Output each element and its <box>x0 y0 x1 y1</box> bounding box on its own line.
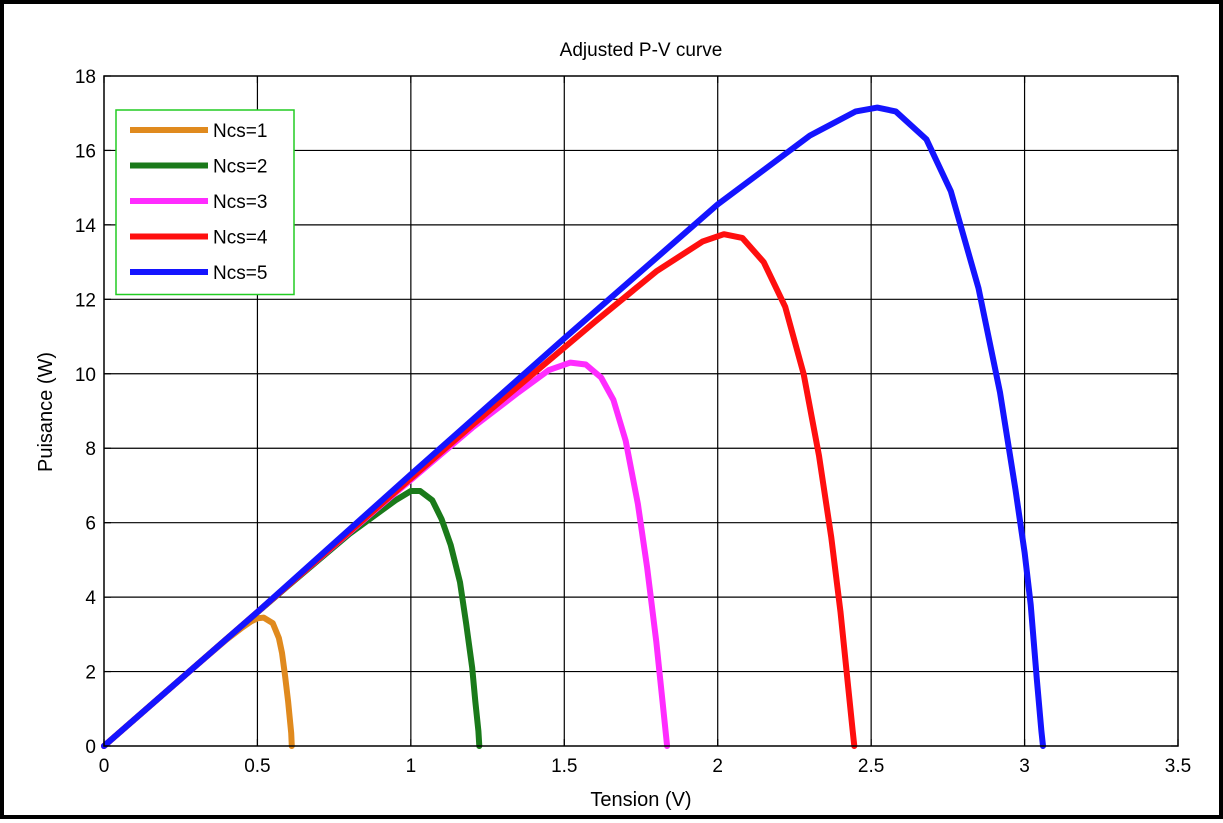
series-line-ncs-1 <box>101 614 295 749</box>
series-line-ncs-3 <box>101 359 671 749</box>
pv-line-chart: Adjusted P-V curve Tension (V) Puisance … <box>35 40 1191 811</box>
legend-label-ncs-2: Ncs=2 <box>213 157 267 178</box>
legend-label-ncs-4: Ncs=4 <box>213 228 268 249</box>
series-line-ncs-4 <box>101 231 858 749</box>
plot-area-frame <box>103 75 1179 747</box>
x-tick-label: 0.5 <box>244 756 270 777</box>
x-tick-label: 3.5 <box>1165 756 1191 777</box>
y-tick-label: 8 <box>85 439 96 460</box>
y-tick-label: 4 <box>85 588 96 609</box>
x-axis-title: Tension (V) <box>590 789 691 811</box>
x-tick-label: 0 <box>99 756 110 777</box>
y-tick-label: 10 <box>75 365 96 386</box>
y-tick-label: 2 <box>85 663 96 684</box>
y-tick-label: 12 <box>75 290 96 311</box>
y-tick-label: 14 <box>75 216 97 237</box>
chart-title: Adjusted P-V curve <box>560 40 723 61</box>
x-tick-label: 1 <box>406 756 417 777</box>
legend-label-ncs-5: Ncs=5 <box>213 263 267 284</box>
axes: 0 0.5 1 1.5 2 2.5 3 3.5 0 2 4 6 8 10 12 14 16 18 <box>75 67 1191 777</box>
legend-label-ncs-3: Ncs=3 <box>213 192 267 213</box>
y-axis-title: Puisance (W) <box>35 352 57 472</box>
y-tick-label: 18 <box>75 67 96 88</box>
y-tick-label: 0 <box>85 737 96 758</box>
series-line-ncs-5 <box>101 104 1046 749</box>
x-tick-label: 2 <box>712 756 723 777</box>
legend-label-ncs-1: Ncs=1 <box>213 121 267 142</box>
y-tick-label: 16 <box>75 141 96 162</box>
legend: Ncs=1 Ncs=2 Ncs=3 Ncs=4 Ncs=5 <box>115 109 295 296</box>
x-tick-label: 1.5 <box>551 756 577 777</box>
x-tick-label: 2.5 <box>858 756 884 777</box>
series-lines <box>101 104 1046 749</box>
x-tick-label: 3 <box>1019 756 1030 777</box>
grid <box>104 76 1178 746</box>
y-tick-label: 6 <box>85 514 96 535</box>
